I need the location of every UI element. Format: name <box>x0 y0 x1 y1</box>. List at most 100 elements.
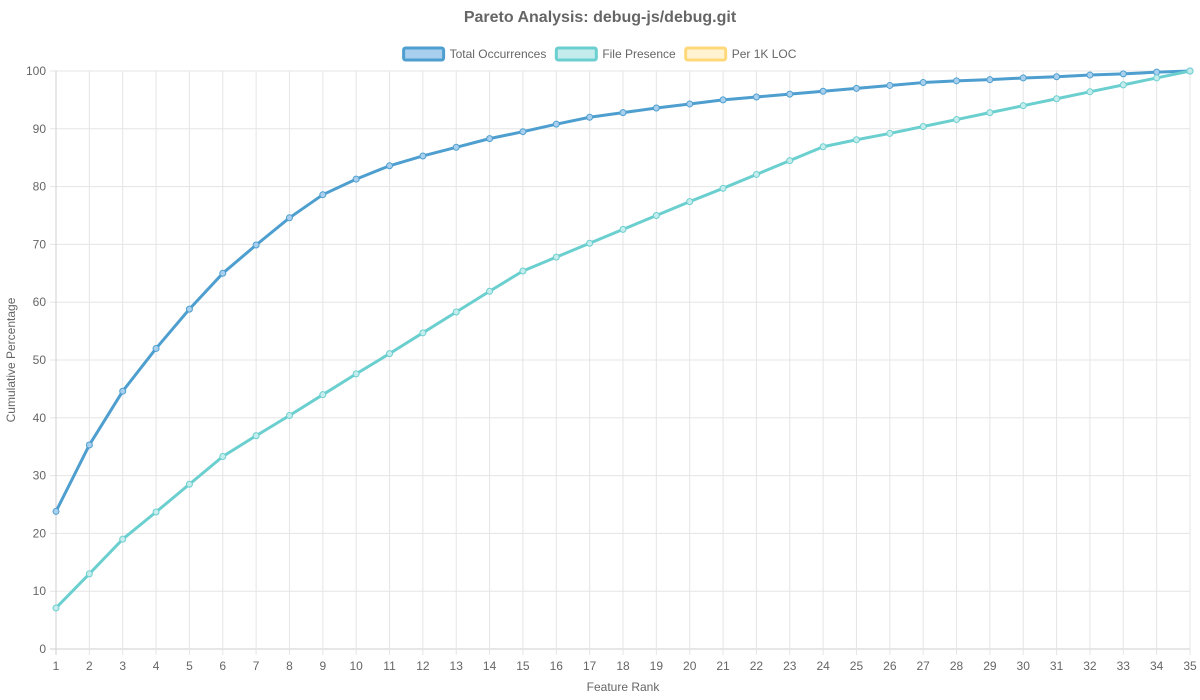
data-point[interactable] <box>452 143 460 151</box>
data-point[interactable] <box>219 453 227 461</box>
data-point[interactable] <box>852 136 860 144</box>
data-point[interactable] <box>352 175 360 183</box>
x-tick-label: 24 <box>816 659 830 673</box>
data-point[interactable] <box>852 84 860 92</box>
x-tick-label: 18 <box>616 659 630 673</box>
x-tick-label: 31 <box>1050 659 1064 673</box>
data-point[interactable] <box>819 87 827 95</box>
data-point[interactable] <box>519 267 527 275</box>
data-point[interactable] <box>919 122 927 130</box>
data-point[interactable] <box>619 225 627 233</box>
data-point[interactable] <box>219 269 227 277</box>
data-point[interactable] <box>752 170 760 178</box>
data-point[interactable] <box>119 387 127 395</box>
x-tick-label: 14 <box>483 659 497 673</box>
data-point[interactable] <box>386 162 394 170</box>
legend-label: File Presence <box>602 47 676 61</box>
data-point[interactable] <box>1153 68 1161 76</box>
data-point[interactable] <box>953 77 961 85</box>
data-point[interactable] <box>586 113 594 121</box>
data-point[interactable] <box>652 104 660 112</box>
x-tick-label: 6 <box>219 659 226 673</box>
legend-item[interactable]: Total Occurrences <box>402 46 547 62</box>
x-tick-label: 20 <box>683 659 697 673</box>
data-point[interactable] <box>1086 88 1094 96</box>
data-point[interactable] <box>1019 74 1027 82</box>
legend-label: Per 1K LOC <box>732 47 797 61</box>
data-point[interactable] <box>119 535 127 543</box>
data-point[interactable] <box>986 109 994 117</box>
x-tick-label: 10 <box>349 659 363 673</box>
data-point[interactable] <box>586 239 594 247</box>
data-point[interactable] <box>319 391 327 399</box>
data-point[interactable] <box>953 116 961 124</box>
x-tick-label: 30 <box>1017 659 1031 673</box>
data-point[interactable] <box>419 329 427 337</box>
data-point[interactable] <box>285 411 293 419</box>
x-tick-label: 19 <box>650 659 664 673</box>
data-point[interactable] <box>886 81 894 89</box>
data-point[interactable] <box>786 157 794 165</box>
legend-item[interactable]: Per 1K LOC <box>684 46 797 62</box>
data-point[interactable] <box>986 76 994 84</box>
data-point[interactable] <box>1053 95 1061 103</box>
data-point[interactable] <box>85 570 93 578</box>
data-point[interactable] <box>152 508 160 516</box>
data-point[interactable] <box>752 93 760 101</box>
data-point[interactable] <box>552 120 560 128</box>
chart-legend: Total Occurrences File Presence Per 1K LOC <box>402 46 797 62</box>
data-point[interactable] <box>419 152 427 160</box>
legend-swatch <box>554 46 598 62</box>
data-point[interactable] <box>1053 73 1061 81</box>
x-tick-label: 7 <box>253 659 260 673</box>
x-tick-label: 28 <box>950 659 964 673</box>
x-tick-label: 12 <box>416 659 430 673</box>
data-point[interactable] <box>52 507 60 515</box>
data-point[interactable] <box>319 191 327 199</box>
data-point[interactable] <box>786 90 794 98</box>
data-point[interactable] <box>185 305 193 313</box>
series-group <box>52 67 1194 515</box>
data-point[interactable] <box>1186 67 1194 75</box>
data-point[interactable] <box>486 135 494 143</box>
data-point[interactable] <box>285 214 293 222</box>
data-point[interactable] <box>1153 74 1161 82</box>
legend-swatch <box>402 46 446 62</box>
x-tick-label: 15 <box>516 659 530 673</box>
data-point[interactable] <box>1119 81 1127 89</box>
data-point[interactable] <box>452 308 460 316</box>
data-point[interactable] <box>352 370 360 378</box>
data-point[interactable] <box>719 184 727 192</box>
data-point[interactable] <box>52 604 60 612</box>
data-point[interactable] <box>552 253 560 261</box>
data-point[interactable] <box>919 79 927 87</box>
x-tick-label: 3 <box>119 659 126 673</box>
x-tick-label: 8 <box>286 659 293 673</box>
y-tick-label: 70 <box>33 237 47 251</box>
data-point[interactable] <box>152 344 160 352</box>
legend-item[interactable]: File Presence <box>554 46 676 62</box>
data-point[interactable] <box>886 129 894 137</box>
data-point[interactable] <box>252 241 260 249</box>
data-point[interactable] <box>686 198 694 206</box>
data-point[interactable] <box>386 350 394 358</box>
x-tick-label: 32 <box>1083 659 1097 673</box>
data-point[interactable] <box>1019 102 1027 110</box>
data-point[interactable] <box>1086 71 1094 79</box>
data-point[interactable] <box>719 96 727 104</box>
data-point[interactable] <box>486 287 494 295</box>
data-point[interactable] <box>185 480 193 488</box>
data-point[interactable] <box>519 128 527 136</box>
data-point[interactable] <box>85 441 93 449</box>
series-group <box>52 67 1194 612</box>
data-point[interactable] <box>252 432 260 440</box>
data-point[interactable] <box>686 100 694 108</box>
y-tick-label: 100 <box>26 64 46 78</box>
data-point[interactable] <box>619 109 627 117</box>
x-tick-label: 33 <box>1117 659 1131 673</box>
data-point[interactable] <box>652 212 660 219</box>
data-point[interactable] <box>1119 70 1127 78</box>
data-point[interactable] <box>819 143 827 151</box>
